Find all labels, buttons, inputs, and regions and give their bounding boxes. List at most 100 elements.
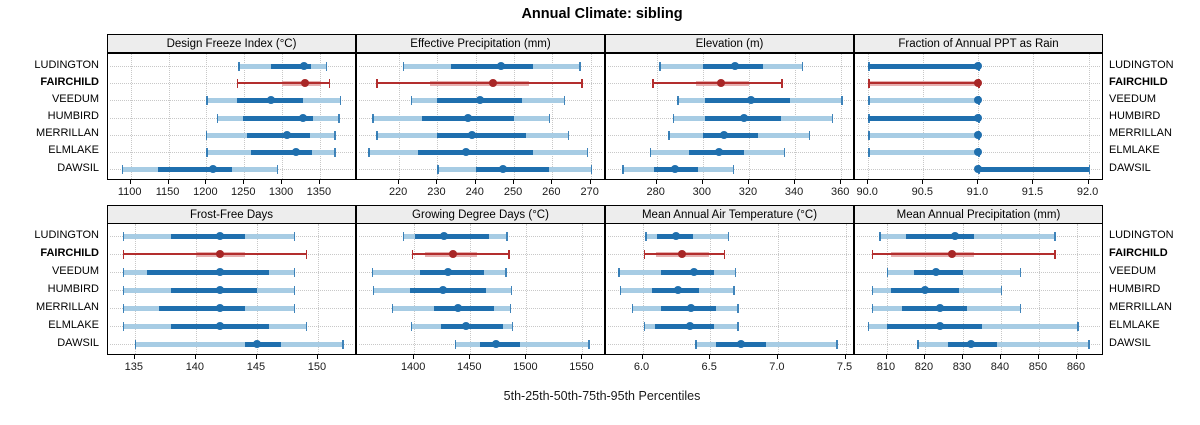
median-dot <box>298 113 307 122</box>
whisker-cap <box>368 147 370 157</box>
axis-tick <box>398 180 400 184</box>
whisker-cap <box>1019 304 1022 313</box>
grid-line <box>317 224 319 354</box>
panel-title: Design Freeze Index (°C) <box>166 37 297 50</box>
axis-tick <box>589 180 591 184</box>
median-dot <box>267 96 276 105</box>
grid-line <box>1077 224 1078 354</box>
percentile-band <box>454 342 589 347</box>
panel-plot-area <box>605 53 854 180</box>
iqr-segment <box>654 324 715 329</box>
axis-tick <box>1037 355 1039 359</box>
whisker-cap <box>238 62 240 71</box>
iqr-segment <box>159 306 245 311</box>
station-label: DAWSIL <box>1109 336 1151 349</box>
tick-label: 280 <box>646 186 665 198</box>
grid-line <box>1088 54 1090 179</box>
median-dot <box>714 147 723 156</box>
tick-label: 860 <box>1066 361 1086 373</box>
whisker-cap <box>206 147 208 157</box>
median-dot <box>974 113 983 122</box>
median-dot <box>439 286 448 294</box>
percentile-band <box>134 342 343 347</box>
grid-line <box>552 54 554 179</box>
iqr-segment <box>415 234 490 239</box>
panel-strip: Frost-Free Days <box>107 205 356 224</box>
row-guide <box>608 236 851 237</box>
row-guide <box>359 254 602 255</box>
axis-tick <box>961 355 963 359</box>
panel-plot-area <box>107 53 356 180</box>
median-dot <box>252 340 261 348</box>
iqr-segment <box>450 64 534 69</box>
whisker-cap <box>1088 165 1091 174</box>
station-label: FAIRCHILD <box>40 246 99 259</box>
whisker-cap <box>371 268 374 277</box>
axis-tick <box>709 355 711 359</box>
whisker-cap <box>668 130 670 140</box>
median-dot <box>974 147 983 156</box>
whisker-cap <box>868 62 870 71</box>
whisker-cap <box>325 62 328 71</box>
iqr-segment <box>251 149 312 155</box>
axis-tick <box>167 180 169 184</box>
panel-plot-area <box>854 223 1103 355</box>
median-dot <box>282 130 291 139</box>
station-label: MERRILLAN <box>1109 300 1172 313</box>
panel-title: Growing Degree Days (°C) <box>412 208 549 221</box>
station-label: FAIRCHILD <box>1109 246 1168 259</box>
tick-label: 1400 <box>400 361 426 373</box>
whisker-cap <box>334 147 336 157</box>
chart-title: Annual Climate: sibling <box>521 6 683 22</box>
whisker-cap <box>723 250 726 259</box>
iqr-segment <box>886 324 982 329</box>
axis-tick <box>922 180 924 184</box>
axis-tick <box>436 180 438 184</box>
whisker-cap <box>879 232 881 241</box>
axis-tick <box>513 180 515 184</box>
whisker-cap <box>643 250 646 259</box>
panel-strip: Fraction of Annual PPT as Rain <box>854 34 1103 53</box>
tick-label: 6.0 <box>633 361 650 373</box>
station-label: HUMBIRD <box>1109 282 1161 295</box>
grid-line <box>656 54 658 179</box>
tick-label: 90.0 <box>856 186 878 198</box>
median-dot <box>672 232 681 240</box>
tick-label: 230 <box>427 186 446 198</box>
tick-label: 135 <box>124 361 144 373</box>
range-line <box>122 253 306 255</box>
median-dot <box>974 165 983 173</box>
whisker-cap <box>216 113 219 123</box>
tick-label: 300 <box>692 186 711 198</box>
iqr-segment <box>171 288 257 293</box>
whisker-cap <box>391 304 394 313</box>
tick-label: 1450 <box>457 361 482 373</box>
median-dot <box>467 130 476 139</box>
whisker-cap <box>867 322 870 331</box>
whisker-cap <box>342 340 344 349</box>
station-label: HUMBIRD <box>47 110 99 122</box>
panel-title: Effective Precipitation (mm) <box>410 37 551 50</box>
row-guide <box>110 83 353 85</box>
station-label: FAIRCHILD <box>40 75 99 88</box>
whisker-cap <box>727 232 730 241</box>
median-dot <box>488 79 497 88</box>
tick-label: 260 <box>542 186 561 198</box>
tick-label: 360 <box>830 186 850 198</box>
whisker-cap <box>206 96 208 106</box>
axis-tick <box>867 180 869 184</box>
whisker-cap <box>506 232 508 241</box>
tick-label: 830 <box>952 361 972 373</box>
whisker-cap <box>339 96 342 106</box>
whisker-cap <box>567 130 570 140</box>
iqr-segment <box>247 132 311 138</box>
iqr-segment <box>902 306 967 311</box>
whisker-cap <box>305 322 308 331</box>
panel-title: Mean Annual Precipitation (mm) <box>896 208 1061 221</box>
whisker-cap <box>871 250 874 259</box>
median-dot <box>974 79 983 88</box>
whisker-cap <box>868 96 870 106</box>
station-label: MERRILLAN <box>36 127 99 140</box>
whisker-cap <box>871 286 874 295</box>
iqr-band <box>868 81 979 87</box>
